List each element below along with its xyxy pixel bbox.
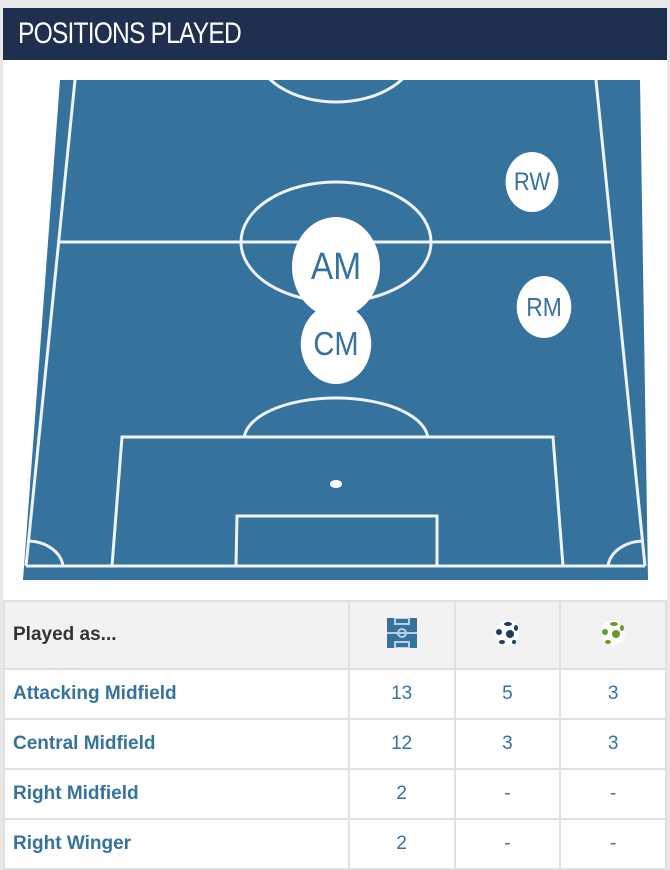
ball-green-icon [601,620,626,645]
table-header-row: Played as... [3,600,667,670]
position-code: CM [313,325,359,362]
panel-header: POSITIONS PLAYED [3,8,667,60]
goals-value: 3 [453,718,562,770]
assists-value: 3 [559,668,667,720]
position-code: RW [513,167,551,196]
assists-header [559,600,667,670]
pitch-icon [386,616,417,649]
table-row: Right Winger 2 - - [3,818,667,870]
appearances-value: 13 [347,668,456,720]
played-as-header: Played as... [3,600,350,670]
position-link[interactable]: Central Midfield [3,718,350,770]
goal-area [234,514,439,568]
corner-arc-left [26,539,65,567]
goals-value: - [453,818,562,870]
table-row: Right Midfield 2 - - [3,768,667,820]
position-code: RM [526,291,562,322]
appearances-value: 2 [347,818,456,870]
position-marker-cm: CM [300,304,372,384]
top-arc [254,80,418,104]
positions-table: Played as... Attacking Midfield 13 5 3 C… [3,600,667,870]
ball-dark-icon [495,620,520,645]
left-sideline [24,80,77,567]
position-link[interactable]: Right Winger [3,818,350,870]
table-row: Central Midfield 12 3 3 [3,718,667,770]
goals-header [453,600,562,670]
panel-title: POSITIONS PLAYED [18,17,242,50]
position-link[interactable]: Attacking Midfield [3,668,350,720]
goals-value: - [453,768,562,820]
assists-value: - [559,818,667,870]
assists-value: 3 [559,718,667,770]
position-marker-rw: RW [505,152,559,212]
right-sideline [594,80,647,567]
penalty-box [110,435,565,568]
table-row: Attacking Midfield 13 5 3 [3,668,667,720]
penalty-spot [330,480,342,488]
corner-arc-right [606,539,645,567]
appearances-value: 12 [347,718,456,770]
position-marker-am: AM [292,217,380,317]
appearances-value: 2 [347,768,456,820]
position-marker-rm: RM [516,276,572,338]
goals-value: 5 [453,668,562,720]
position-code: AM [310,245,362,288]
position-link[interactable]: Right Midfield [3,768,350,820]
appearances-header [347,600,456,670]
assists-value: - [559,768,667,820]
